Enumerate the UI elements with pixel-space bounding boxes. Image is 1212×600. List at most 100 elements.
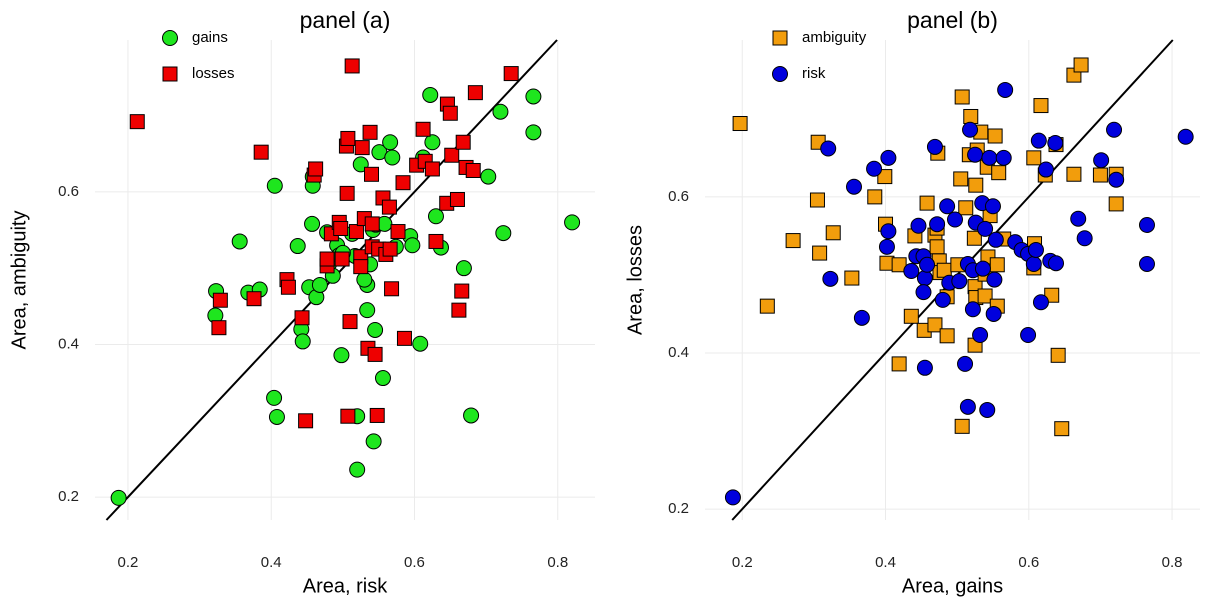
point	[1050, 347, 1066, 363]
point	[880, 149, 897, 166]
point	[903, 263, 920, 280]
point	[964, 301, 981, 318]
point	[880, 223, 897, 240]
point	[986, 271, 1003, 288]
point	[822, 270, 839, 287]
point	[957, 355, 974, 372]
point	[951, 273, 968, 290]
point	[1177, 128, 1194, 145]
point	[915, 284, 932, 301]
point	[968, 177, 984, 193]
point	[825, 225, 841, 241]
point	[455, 134, 471, 150]
point	[987, 231, 1004, 248]
point	[820, 140, 837, 157]
x-tick-label: 0.6	[404, 554, 425, 571]
point	[919, 195, 935, 211]
point	[525, 124, 542, 141]
legend-marker	[162, 66, 178, 82]
point	[110, 489, 127, 506]
point	[427, 208, 444, 225]
x-tick-label: 0.8	[547, 554, 568, 571]
point	[732, 116, 748, 132]
point	[384, 149, 401, 166]
point	[344, 58, 360, 74]
point	[929, 239, 945, 255]
point	[919, 256, 936, 273]
x-tick-label: 0.8	[1162, 554, 1183, 571]
point	[891, 257, 907, 273]
point	[246, 291, 262, 307]
point	[877, 169, 893, 185]
point	[947, 211, 964, 228]
y-axis-label: Area, losses	[624, 225, 646, 335]
point	[364, 216, 380, 232]
point	[266, 389, 283, 406]
point	[997, 81, 1014, 98]
point	[979, 401, 996, 418]
x-axis-label: Area, gains	[902, 575, 1003, 597]
point	[1054, 421, 1070, 437]
point	[929, 216, 946, 233]
x-tick-label: 0.2	[732, 554, 753, 571]
point	[342, 314, 358, 330]
point	[362, 124, 378, 140]
point	[211, 320, 227, 336]
x-tick-label: 0.6	[1018, 554, 1039, 571]
point	[266, 177, 283, 194]
point	[467, 85, 483, 101]
panel: 0.2 0.4 0.6 0.8 0.2 0.4 0.6 panel (a) Area, risk…	[8, 7, 595, 597]
point	[903, 308, 919, 324]
legend-marker	[772, 66, 788, 82]
point	[916, 359, 933, 376]
point	[867, 189, 883, 205]
point	[927, 317, 943, 333]
y-tick-label: 0.2	[58, 488, 79, 505]
point	[231, 233, 248, 250]
point	[428, 233, 444, 249]
point	[812, 245, 828, 261]
point	[977, 288, 993, 304]
point	[333, 220, 349, 236]
point	[926, 138, 943, 155]
legend-marker	[162, 30, 178, 46]
point	[289, 238, 306, 255]
point	[424, 134, 441, 151]
point	[953, 171, 969, 187]
point	[564, 214, 581, 231]
point	[212, 292, 228, 308]
point	[1106, 121, 1123, 138]
point	[1093, 152, 1110, 169]
point	[304, 215, 321, 232]
point	[348, 224, 364, 240]
point	[962, 121, 979, 138]
point	[1070, 210, 1087, 227]
point	[1027, 241, 1044, 258]
point	[785, 233, 801, 249]
y-tick-label: 0.4	[668, 344, 689, 361]
point	[809, 192, 825, 208]
legend-label: losses	[192, 65, 235, 82]
point	[354, 140, 370, 156]
point	[866, 160, 883, 177]
point	[1047, 135, 1064, 152]
point	[308, 161, 324, 177]
point	[1033, 98, 1049, 114]
point	[384, 281, 400, 297]
legend-marker	[772, 30, 788, 46]
point	[1026, 150, 1042, 166]
point	[364, 166, 380, 182]
point	[422, 86, 439, 103]
point	[987, 128, 1003, 144]
point	[390, 224, 406, 240]
point	[334, 251, 350, 267]
point	[853, 309, 870, 326]
point	[503, 66, 519, 82]
point	[963, 108, 979, 124]
point	[934, 291, 951, 308]
point	[1108, 171, 1125, 188]
point	[1030, 132, 1047, 149]
point	[958, 200, 974, 216]
point	[1020, 327, 1037, 344]
